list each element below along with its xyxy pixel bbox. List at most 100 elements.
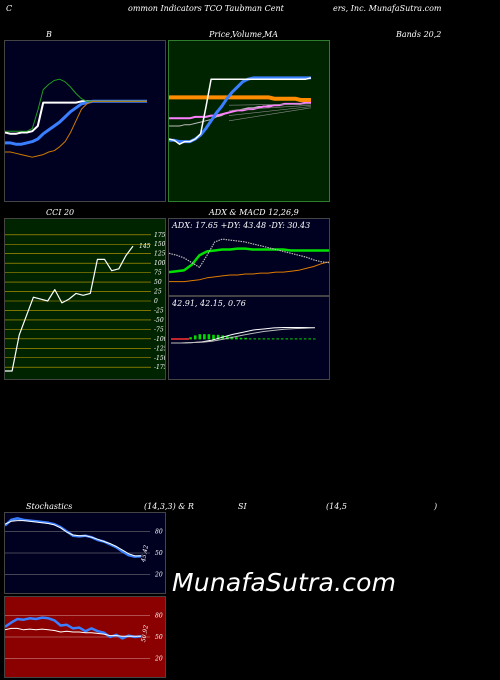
adx-plusminus-DY-line bbox=[169, 247, 329, 274]
cci-tick-label: 25 bbox=[153, 289, 162, 296]
stochastics-panel: 80 50 20 45.42 bbox=[4, 512, 166, 594]
rsi-last-value: 50.92 bbox=[140, 624, 150, 642]
rsi-panel: 80 50 20 50.92 bbox=[4, 596, 166, 678]
bollinger-lower-line bbox=[5, 100, 147, 158]
price-ma-chart bbox=[169, 76, 312, 145]
cci-tick-label: 150 bbox=[154, 241, 165, 248]
cci-tick-label: -150 bbox=[154, 355, 165, 362]
watermark: MunafaSutra.com bbox=[172, 568, 397, 597]
stoch-label-d: (14,5 bbox=[326, 502, 347, 511]
cci-tick-label: -75 bbox=[154, 326, 164, 333]
macd-histogram-bar bbox=[280, 338, 284, 340]
rsi-rsi_fast-line bbox=[5, 616, 142, 640]
stoch-k-line bbox=[5, 517, 142, 558]
cci-tick-label: -175 bbox=[154, 364, 165, 371]
cci-tick-label: -25 bbox=[154, 307, 164, 314]
macd-signal-line bbox=[171, 327, 316, 344]
macd-histogram-bar bbox=[248, 338, 252, 340]
bollinger-chart bbox=[5, 78, 147, 158]
bollinger-sma-line bbox=[5, 99, 147, 146]
cci-tick-label: 75 bbox=[154, 270, 162, 277]
bollinger-label: B bbox=[46, 30, 52, 39]
macd-panel: 42.91, 42.15, 0.76 bbox=[168, 296, 330, 380]
price-ma-label-b: Volume, bbox=[232, 30, 265, 39]
macd-histogram-bar bbox=[299, 338, 302, 340]
cci-line bbox=[5, 245, 134, 372]
cci-tick-label: -100 bbox=[154, 336, 165, 343]
stoch-last-value: 45.42 bbox=[140, 544, 150, 563]
macd-histogram-bar bbox=[207, 334, 211, 340]
rsi-rsi_slow-line bbox=[5, 627, 141, 637]
macd-histogram-bar bbox=[285, 338, 289, 340]
macd-histogram-bar bbox=[267, 338, 270, 340]
price-ma-panel bbox=[168, 40, 330, 202]
macd-histogram-bar bbox=[203, 334, 206, 340]
rsi-tick-label: 50 bbox=[155, 634, 163, 641]
macd-histogram-bar bbox=[244, 337, 247, 340]
stoch-label-b: (14,3,3) & R bbox=[144, 502, 194, 511]
title-mid: ommon Indicators TCO Taubman Cent bbox=[128, 4, 284, 13]
macd-histogram-bar bbox=[303, 338, 307, 340]
macd-histogram-bar bbox=[216, 334, 220, 340]
cci-tick-label: 125 bbox=[154, 251, 165, 258]
stoch-tick-label: 20 bbox=[154, 572, 163, 579]
adx-panel: ADX: 17.65 +DY: 43.48 -DY: 30.43 bbox=[168, 218, 330, 296]
price-price-line bbox=[169, 77, 312, 145]
macd-histogram-bar bbox=[193, 335, 197, 340]
stoch-label-a: Stochastics bbox=[26, 502, 73, 511]
bollinger-panel bbox=[4, 40, 166, 202]
price-ma-fan-line bbox=[228, 103, 312, 106]
price-ma-label-a: Price, bbox=[209, 30, 233, 39]
bollinger-upper-line bbox=[5, 78, 147, 132]
macd-histogram-bar bbox=[230, 336, 234, 340]
stoch-tick-label: 80 bbox=[155, 528, 163, 535]
macd-histogram-bar bbox=[235, 337, 238, 340]
macd-histogram-bar bbox=[313, 338, 316, 340]
cci-tick-label: -50 bbox=[154, 317, 164, 324]
adx-chart bbox=[169, 238, 329, 283]
macd-histogram-bar bbox=[226, 336, 229, 340]
stoch-label-e: ) bbox=[434, 502, 438, 511]
macd-histogram-bar bbox=[276, 338, 279, 340]
macd-histogram-bar bbox=[290, 338, 293, 340]
adx-adx-line bbox=[169, 261, 329, 283]
macd-histogram-bar bbox=[271, 338, 275, 340]
cci-tick-label: 100 bbox=[154, 260, 165, 267]
adx-values: ADX: 17.65 +DY: 43.48 -DY: 30.43 bbox=[172, 221, 311, 230]
price-ma_orange-line bbox=[169, 95, 311, 102]
stoch-label-c: SI bbox=[238, 502, 247, 511]
cci-last-value: 145 bbox=[139, 243, 151, 250]
rsi-tick-label: 20 bbox=[154, 656, 163, 663]
macd-histogram-bar bbox=[189, 337, 192, 340]
macd-histogram-bar bbox=[258, 338, 261, 340]
macd-histogram-bar bbox=[262, 338, 266, 340]
adx-macd-label: ADX & MACD 12,26,9 bbox=[209, 208, 299, 217]
stochastics-chart: 80 50 20 45.42 bbox=[5, 517, 163, 579]
price-ma-fan-line bbox=[228, 106, 312, 116]
stoch-tick-label: 50 bbox=[155, 550, 163, 557]
macd-histogram-bar bbox=[308, 338, 311, 340]
bands-label: Bands 20,2 bbox=[396, 30, 442, 39]
rsi-tick-label: 80 bbox=[155, 612, 163, 619]
macd-chart bbox=[171, 327, 316, 344]
price-ma-fan-line bbox=[228, 104, 312, 111]
stoch-d-line bbox=[5, 520, 141, 557]
title-left: C bbox=[6, 4, 13, 13]
price-ma_pink-line bbox=[169, 101, 311, 120]
adx-minus-DY-line bbox=[169, 238, 329, 269]
price-ma-fan-line bbox=[228, 107, 312, 122]
macd-histogram-bar bbox=[212, 334, 215, 340]
cci-chart: 175 150 125 100 75 50 25 0 -25 -50 -75 -100 -125 -150… bbox=[5, 232, 165, 372]
cci-tick-label: 0 bbox=[154, 298, 158, 305]
price-ma-label-c: MA bbox=[264, 30, 278, 39]
cci-tick-label: 50 bbox=[154, 279, 162, 286]
cci-tick-label: 175 bbox=[154, 232, 165, 239]
cci-tick-label: -125 bbox=[154, 345, 165, 352]
title-right: ers, Inc. MunafaSutra.com bbox=[333, 4, 442, 13]
macd-histogram-bar bbox=[198, 334, 202, 340]
macd-histogram-bar bbox=[294, 338, 298, 340]
macd-values: 42.91, 42.15, 0.76 bbox=[172, 299, 246, 308]
macd-histogram-bar bbox=[239, 337, 243, 340]
cci-panel: 175 150 125 100 75 50 25 0 -25 -50 -75 -100 -125 -150… bbox=[4, 218, 166, 380]
macd-histogram-bar bbox=[253, 338, 257, 340]
